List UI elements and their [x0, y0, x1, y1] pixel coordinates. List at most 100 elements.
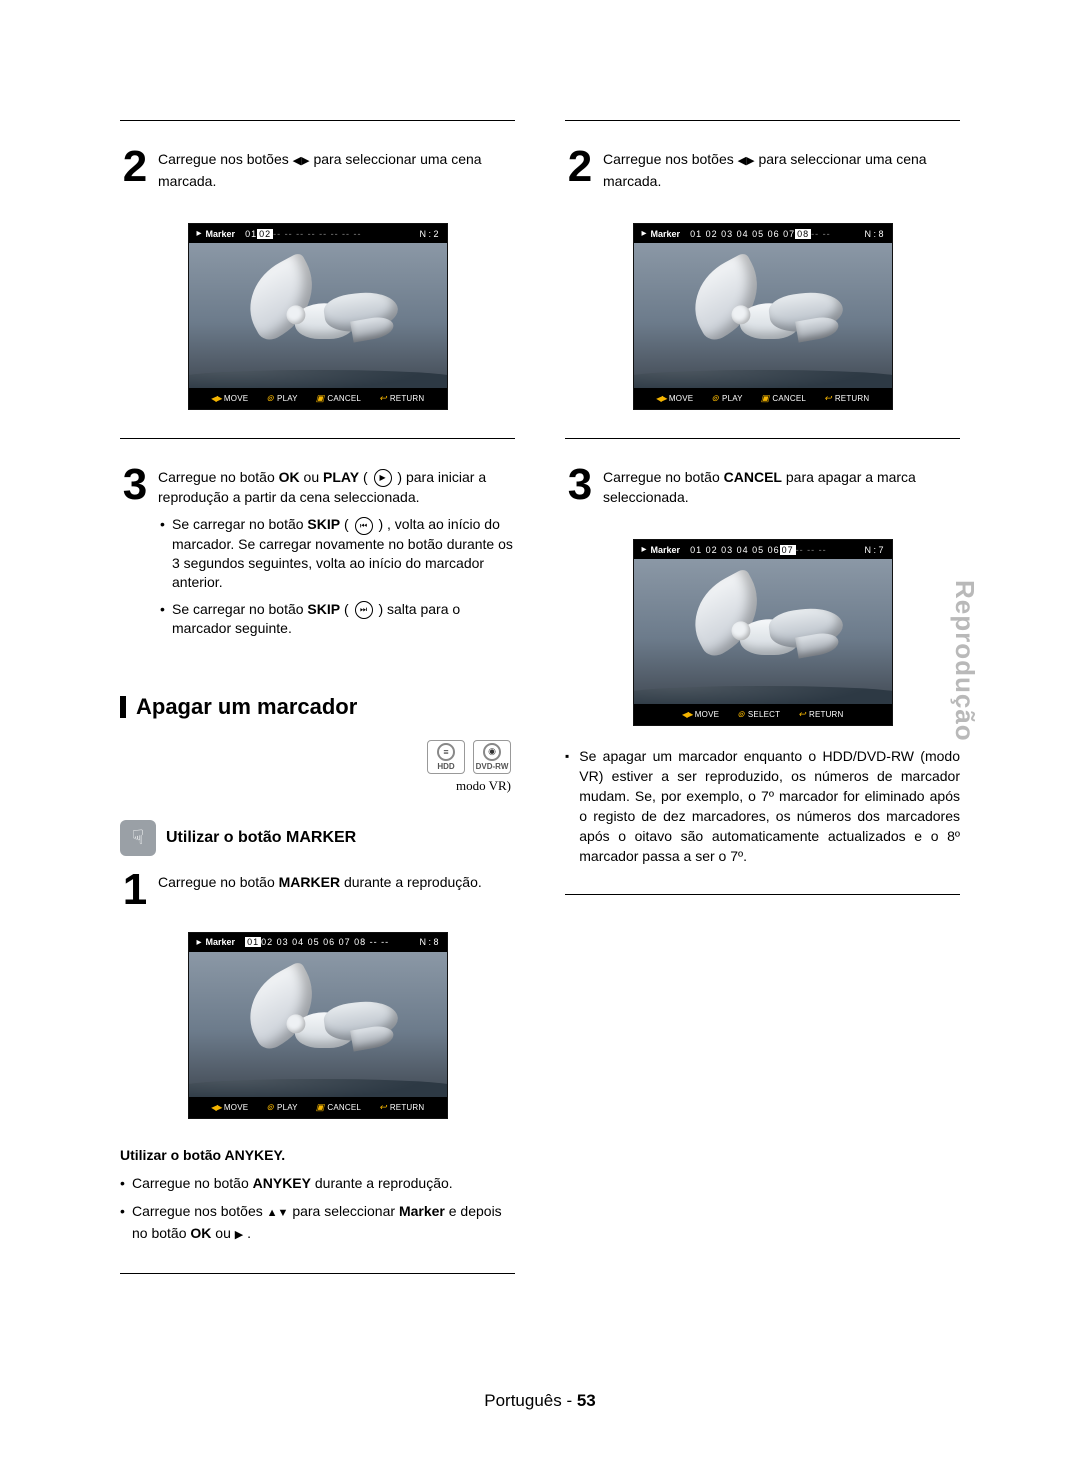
marker-numbers: 01 02 -- -- -- -- -- -- -- -- — [245, 229, 362, 239]
text: durante a reprodução. — [344, 874, 482, 890]
step-text: Carregue no botão CANCEL para apagar a m… — [603, 467, 960, 515]
flag-icon — [642, 544, 647, 555]
disc-icon: ◉ — [483, 743, 501, 761]
screenshot: Marker 01 02 -- -- -- -- -- -- -- -- N :… — [188, 223, 448, 410]
text: Carregue nos botões — [603, 151, 738, 167]
up-arrow-icon — [267, 1203, 278, 1219]
section-title: Apagar um marcador — [136, 694, 357, 720]
hdd-badge: ≡ HDD — [427, 740, 465, 774]
footer-language: Português — [484, 1391, 562, 1410]
right-arrow-icon — [301, 151, 309, 167]
highlight: 07 — [780, 545, 796, 555]
marker-count: N : 8 — [864, 229, 883, 239]
cancel-icon — [761, 393, 770, 404]
select-icon — [737, 709, 745, 720]
text: ( — [344, 601, 349, 617]
label: SELECT — [748, 710, 780, 719]
step-text: Carregue no botão OK ou PLAY ( ) para in… — [158, 467, 515, 515]
screenshot-image — [189, 952, 447, 1097]
disc-icon: ≡ — [437, 743, 455, 761]
footer-sep: - — [562, 1391, 577, 1410]
screenshot: Marker 01 02 03 04 05 06 07 08 -- -- N :… — [188, 932, 448, 1119]
heading-bar-icon — [120, 696, 126, 718]
marker-count: N : 8 — [419, 937, 438, 947]
skip-label: SKIP — [307, 601, 340, 617]
marker-label: Marker — [651, 545, 681, 555]
marker-numbers: 01 02 03 04 05 06 07 -- -- -- — [690, 545, 827, 555]
text: -- -- — [811, 229, 831, 239]
screenshot-image — [189, 243, 447, 388]
label: MOVE — [224, 1103, 248, 1112]
cancel-icon — [316, 1102, 325, 1113]
footer: Português - 53 — [0, 1391, 1080, 1411]
cancel-label: CANCEL — [724, 469, 782, 485]
list-item: Carregue nos botões para seleccionar Mar… — [120, 1201, 515, 1245]
anykey-label: ANYKEY — [253, 1175, 311, 1191]
return-icon — [379, 1102, 387, 1113]
disc-badges: ≡ HDD ◉ DVD-RW — [120, 740, 515, 774]
text: Carregue nos botões — [158, 151, 293, 167]
label: CANCEL — [327, 1103, 361, 1112]
right-step-3: 3 Carregue no botão CANCEL para apagar a… — [565, 467, 960, 515]
return-icon — [798, 709, 806, 720]
two-columns: 2 Carregue nos botões para seleccionar u… — [120, 120, 960, 1274]
left-step-3: 3 Carregue no botão OK ou PLAY ( ) para … — [120, 467, 515, 515]
text: ( — [344, 516, 349, 532]
screenshot-top-bar: Marker 01 02 03 04 05 06 07 08 -- -- N :… — [634, 224, 892, 243]
marker-label: Marker — [206, 937, 236, 947]
left-column: 2 Carregue nos botões para seleccionar u… — [120, 120, 515, 1274]
right-step-2: 2 Carregue nos botões para seleccionar u… — [565, 149, 960, 199]
label: RETURN — [390, 394, 425, 403]
text: ou — [304, 469, 323, 485]
label: MOVE — [224, 394, 248, 403]
step-number: 1 — [120, 872, 150, 908]
play-icon — [374, 469, 392, 487]
screenshot-wrap: Marker 01 02 03 04 05 06 07 08 -- -- N :… — [565, 223, 960, 410]
marker-label: Marker — [206, 229, 236, 239]
text: Carregue nos botões — [132, 1203, 267, 1219]
list-item: Carregue no botão ANYKEY durante a repro… — [120, 1173, 515, 1193]
play-label: PLAY — [323, 469, 359, 485]
text: Carregue no botão — [158, 469, 279, 485]
move-icon — [211, 394, 221, 403]
down-arrow-icon — [278, 1203, 289, 1219]
flag-icon — [197, 228, 202, 239]
text: Carregue no botão — [158, 874, 279, 890]
label: RETURN — [835, 394, 870, 403]
label: MOVE — [695, 710, 719, 719]
bullet-list: Se carregar no botão SKIP ( ) , volta ao… — [160, 515, 515, 638]
note-text: Se apagar um marcador enquanto o HDD/DVD… — [579, 746, 960, 866]
step-number: 3 — [565, 467, 595, 515]
divider — [565, 120, 960, 121]
hand-icon — [120, 820, 156, 856]
square-bullet-icon: ▪ — [565, 746, 569, 866]
skip-label: SKIP — [307, 516, 340, 532]
label: PLAY — [277, 394, 298, 403]
subsection-row: Utilizar o botão MARKER — [120, 820, 515, 856]
screenshot: Marker 01 02 03 04 05 06 07 08 -- -- N :… — [633, 223, 893, 410]
screenshot-bottom-bar: MOVE SELECT RETURN — [634, 704, 892, 725]
text: Carregue no botão — [603, 469, 724, 485]
move-icon — [656, 394, 666, 403]
text: ou — [215, 1225, 234, 1241]
highlight: 01 — [245, 937, 261, 947]
left-step-1: 1 Carregue no botão MARKER durante a rep… — [120, 872, 515, 908]
screenshot-wrap: Marker 01 02 03 04 05 06 07 08 -- -- N :… — [120, 932, 515, 1119]
divider — [120, 120, 515, 121]
list-item: Se carregar no botão SKIP ( ) , volta ao… — [160, 515, 515, 591]
left-arrow-icon — [293, 151, 301, 167]
ok-label: OK — [190, 1225, 211, 1241]
move-icon — [681, 710, 691, 719]
anykey-list: Carregue no botão ANYKEY durante a repro… — [120, 1173, 515, 1245]
hdd-label: HDD — [437, 762, 454, 771]
list-item: Se carregar no botão SKIP ( ) salta para… — [160, 600, 515, 638]
left-arrow-icon — [738, 151, 746, 167]
text: Se carregar no botão — [172, 516, 307, 532]
marker-count: N : 7 — [864, 545, 883, 555]
cancel-icon — [316, 393, 325, 404]
skip-forward-icon — [355, 601, 373, 619]
text: 01 02 03 04 05 06 07 — [690, 229, 795, 239]
marker-numbers: 01 02 03 04 05 06 07 08 -- -- — [245, 937, 389, 947]
label: PLAY — [277, 1103, 298, 1112]
text: Carregue no botão — [132, 1175, 253, 1191]
